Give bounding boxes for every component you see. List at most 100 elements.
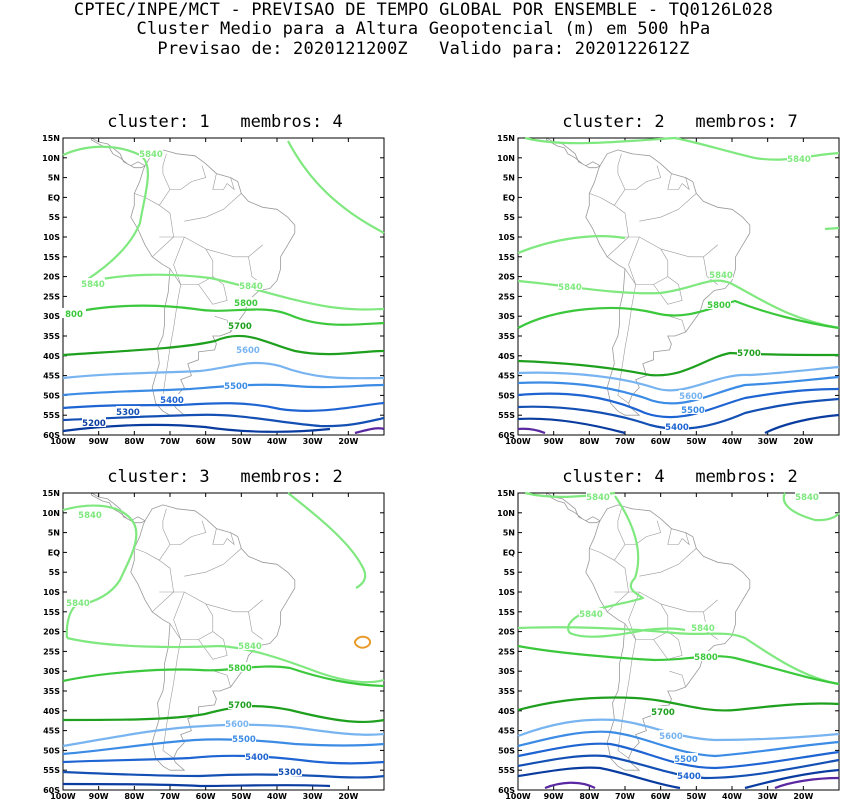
- contour-label: 5400: [665, 423, 689, 433]
- panel-2-title: cluster: 2 membros: 7: [562, 112, 798, 132]
- lat-tick-label: 55S: [498, 411, 515, 420]
- lon-tick-label: 20W: [338, 437, 358, 446]
- contour-5300: [62, 413, 385, 428]
- lat-tick-label: EQ: [503, 193, 515, 202]
- contour-5840: [287, 492, 367, 589]
- lat-tick-label: 5S: [504, 568, 516, 577]
- map-panel-2: 15N 10N 5N EQ 5S 10S 15S 20S 25S 30S 35S 40S 45S 50S 5…: [497, 134, 840, 446]
- lon-tick-label: 50W: [231, 437, 251, 446]
- contour-5700: [517, 696, 840, 712]
- contour-5400: [517, 387, 840, 419]
- lon-tick-label: 30W: [303, 792, 323, 801]
- lat-tick-label: 60S: [498, 786, 515, 795]
- contour-5200: [517, 417, 626, 435]
- contour-5840: [66, 636, 385, 684]
- lat-tick-label: 25S: [43, 292, 60, 301]
- contour-label: 5840: [66, 599, 90, 609]
- contour-label: 5600: [236, 346, 260, 356]
- contour-5600: [517, 365, 840, 392]
- contour-5200: [62, 782, 331, 788]
- lon-tick-label: 90W: [544, 437, 564, 446]
- contour-label: 5400: [160, 396, 184, 406]
- contour-5800: [62, 304, 385, 326]
- header-line-2: Cluster Medio para a Altura Geopotencial…: [136, 19, 711, 39]
- land-outlines: [91, 492, 296, 771]
- lon-tick-label: 100W: [505, 437, 531, 446]
- contour-5840: [62, 145, 149, 282]
- contour-5840: [287, 140, 385, 234]
- lat-tick-label: 30S: [498, 312, 515, 321]
- contour-5400: [62, 401, 385, 412]
- contour-label: 5800: [228, 664, 252, 674]
- lon-tick-label: 40W: [722, 437, 742, 446]
- lat-tick-label: 35S: [43, 332, 60, 341]
- lat-tick-label: 25S: [43, 647, 60, 656]
- contour-label: 5300: [116, 408, 140, 418]
- lon-tick-label: 90W: [89, 792, 109, 801]
- lon-tick-label: 70W: [160, 437, 180, 446]
- lat-tick-label: 5S: [49, 213, 61, 222]
- lon-tick-label: 90W: [89, 437, 109, 446]
- land-outlines: [91, 137, 296, 416]
- contour-5700: [62, 704, 385, 724]
- contour-5300: [62, 770, 385, 779]
- contour-5880: [354, 635, 372, 649]
- lat-tick-label: 25S: [498, 292, 515, 301]
- lat-tick-label: 50S: [43, 746, 60, 755]
- lat-tick-label: 30S: [43, 312, 60, 321]
- map-frame: [62, 137, 385, 436]
- contour-5700: [517, 351, 840, 377]
- contour-label: 5840: [787, 155, 811, 165]
- lon-tick-label: 80W: [579, 792, 599, 801]
- lat-tick-label: 5S: [504, 213, 516, 222]
- lon-tick-label: 50W: [686, 437, 706, 446]
- contour-label: 5600: [679, 392, 703, 402]
- lon-tick-label: 30W: [758, 792, 778, 801]
- contour-5840: [782, 492, 840, 522]
- contour-5600: [62, 723, 385, 748]
- contour-label: 5700: [228, 701, 252, 711]
- contour-label: 800: [65, 310, 83, 320]
- lon-tick-label: 60W: [196, 437, 216, 446]
- contour-label: 5500: [232, 735, 256, 745]
- lat-tick-label: 40S: [498, 352, 515, 361]
- lat-tick-label: 50S: [43, 391, 60, 400]
- lat-tick-label: 60S: [43, 431, 60, 440]
- lat-tick-label: 10S: [498, 233, 515, 242]
- lat-tick-label: 15S: [498, 608, 515, 617]
- lat-tick-label: 10S: [498, 588, 515, 597]
- contour-5200: [744, 768, 840, 790]
- lon-tick-label: 100W: [505, 792, 531, 801]
- contour-5500: [62, 738, 385, 756]
- contour-label: 5500: [681, 406, 705, 416]
- lon-tick-label: 20W: [793, 437, 813, 446]
- map-frame: [517, 492, 840, 791]
- lat-tick-label: 10S: [43, 588, 60, 597]
- contour-label: 5600: [659, 732, 683, 742]
- contour-label: 5500: [224, 382, 248, 392]
- lat-tick-label: 5N: [48, 529, 60, 538]
- contour-label: 5840: [691, 624, 715, 634]
- panel-3-title: cluster: 3 membros: 2: [107, 467, 343, 487]
- contour-label: 5840: [795, 493, 819, 503]
- lat-tick-label: 10S: [43, 233, 60, 242]
- lat-tick-label: 55S: [43, 411, 60, 420]
- lat-tick-label: 45S: [498, 727, 515, 736]
- lat-tick-label: 40S: [43, 352, 60, 361]
- map-frame: [62, 492, 385, 791]
- lat-tick-label: 5N: [503, 174, 515, 183]
- lon-tick-label: 50W: [231, 792, 251, 801]
- contour-5500: [517, 375, 840, 405]
- lat-tick-label: 60S: [498, 431, 515, 440]
- lat-tick-label: 35S: [498, 332, 515, 341]
- lat-tick-label: 40S: [498, 707, 515, 716]
- lat-tick-label: 10N: [42, 509, 60, 518]
- contour-5800: [62, 665, 385, 688]
- lon-tick-label: 90W: [544, 792, 564, 801]
- contour-label: 5840: [558, 283, 582, 293]
- lat-tick-label: 20S: [43, 628, 60, 637]
- lat-tick-label: 35S: [498, 687, 515, 696]
- contour-5100: [517, 427, 546, 435]
- lat-tick-label: 15N: [42, 134, 60, 143]
- lon-tick-label: 80W: [124, 792, 144, 801]
